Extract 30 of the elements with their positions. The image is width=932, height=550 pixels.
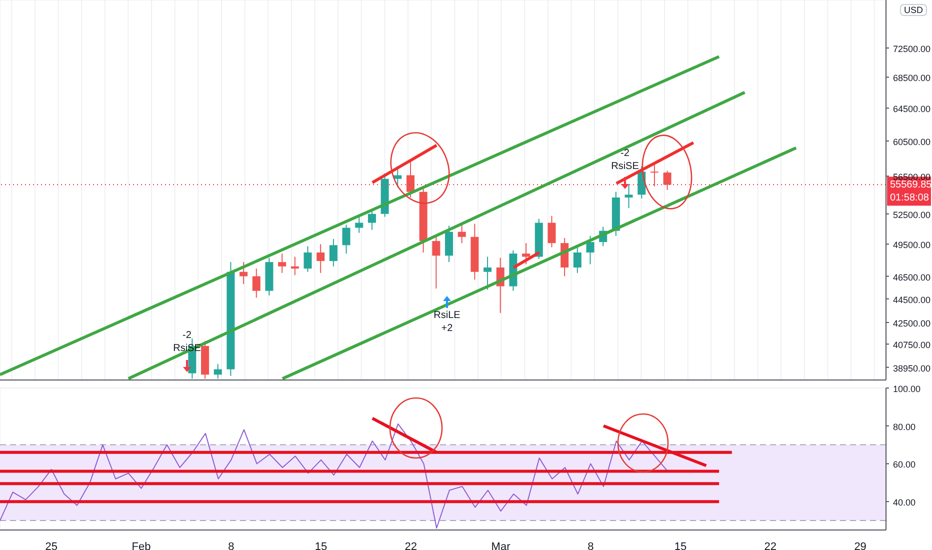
x-tick-label: 22	[764, 541, 777, 550]
x-tick-label: 29	[854, 541, 866, 550]
annotation: -2 RsiSE	[610, 147, 640, 173]
y-tick-label: 38950.00	[893, 363, 931, 374]
y-tick-label: 100.00	[893, 384, 921, 394]
y-tick-label: 68500.00	[893, 73, 931, 84]
text: 01:58:08	[890, 192, 930, 204]
y-tick-label: 46500.00	[893, 272, 931, 282]
x-tick-label: 22	[404, 541, 418, 550]
x-tick-label: 8	[228, 541, 234, 550]
x-tick-label: Feb	[132, 541, 151, 550]
y-tick-label: 64500.00	[893, 104, 931, 114]
y-tick-label: 40.00	[893, 498, 916, 508]
y-tick-label: 49500.00	[893, 240, 931, 250]
y-tick-label: 52500.00	[893, 210, 931, 220]
x-tick-label: 25	[45, 541, 58, 550]
x-tick-label: 15	[674, 541, 687, 550]
annotation: RsiLE +2	[432, 309, 462, 335]
ref-line-label: 55569.85	[890, 180, 932, 191]
x-tick-label: 15	[314, 541, 328, 550]
y-tick-label: 60500.00	[893, 137, 931, 147]
y-tick-label: 80.00	[893, 422, 916, 432]
text: USD	[900, 4, 928, 16]
x-tick-label: 8	[588, 541, 594, 550]
y-tick-label: 42500.00	[893, 318, 931, 328]
y-tick-label: 72500.00	[893, 44, 931, 54]
y-tick-label: 44500.00	[893, 294, 931, 305]
x-tick-label: Mar	[491, 541, 511, 550]
y-tick-label: 40750.00	[893, 340, 931, 350]
y-tick-label: 60.00	[893, 460, 916, 470]
